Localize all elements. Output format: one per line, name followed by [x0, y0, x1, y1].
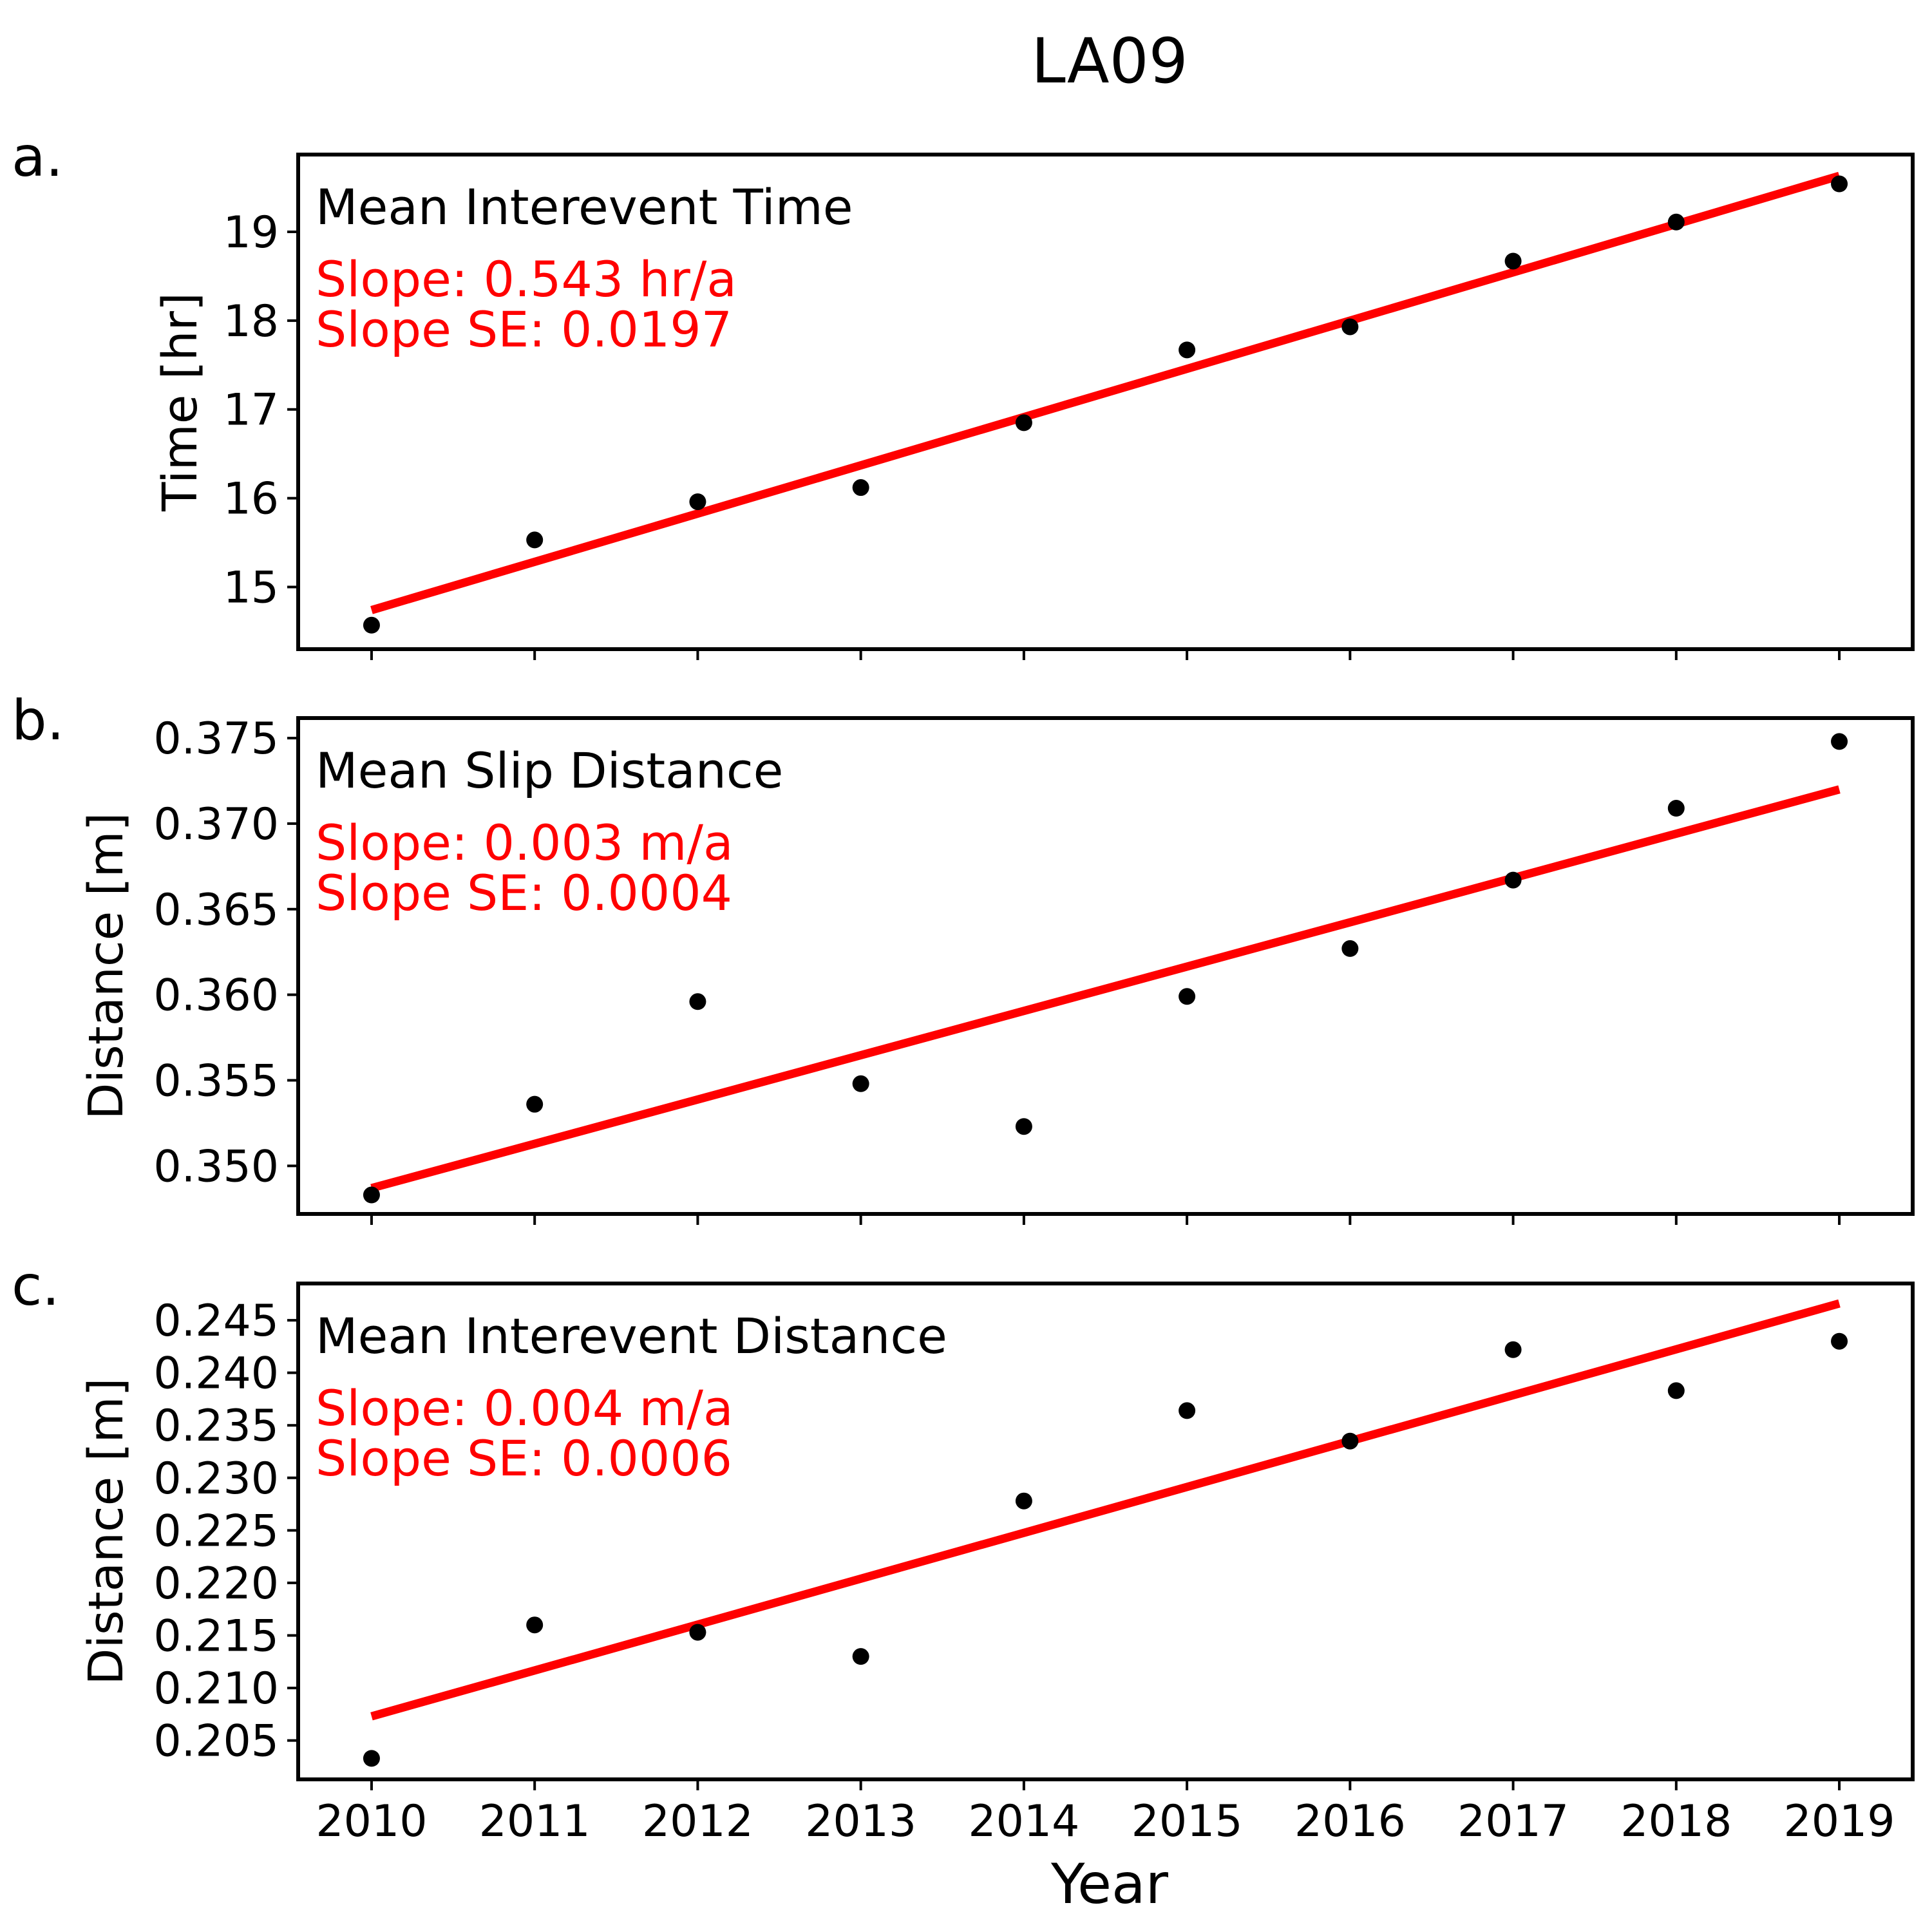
x-tick-label: 2018: [1620, 1796, 1732, 1847]
data-point: [1831, 175, 1848, 193]
x-tick-label: 2015: [1132, 1796, 1243, 1847]
y-tick-label: 15: [223, 562, 279, 613]
data-point: [1504, 871, 1522, 889]
x-tick-label: 2019: [1784, 1796, 1895, 1847]
y-tick-label: 0.245: [153, 1296, 279, 1347]
data-point: [1015, 1118, 1032, 1135]
x-axis-label: Year: [1050, 1852, 1169, 1917]
data-point: [852, 1648, 869, 1665]
slope-se-label: Slope SE: 0.0006: [316, 1430, 732, 1487]
y-axis-label: Distance [m]: [79, 1378, 134, 1685]
panel-title: Mean Slip Distance: [316, 742, 783, 799]
y-tick-label: 0.375: [153, 714, 279, 764]
y-tick-label: 0.365: [153, 885, 279, 936]
data-point: [1831, 1332, 1848, 1350]
data-point: [1831, 733, 1848, 750]
y-axis-label: Distance [m]: [79, 813, 134, 1120]
data-point: [852, 479, 869, 497]
axes-frame: [296, 716, 1915, 1216]
y-tick-label: 16: [223, 474, 279, 525]
y-tick-label: 17: [223, 385, 279, 436]
y-tick-label: 0.350: [153, 1141, 279, 1192]
panel-title: Mean Interevent Distance: [316, 1307, 947, 1365]
data-point: [1667, 1382, 1685, 1399]
data-point: [1504, 1341, 1522, 1358]
data-point: [1341, 1432, 1359, 1450]
slope-label: Slope: 0.003 m/a: [316, 814, 734, 871]
y-tick-label: 19: [223, 207, 279, 258]
x-tick-label: 2016: [1294, 1796, 1406, 1847]
panel-2: b. 0.350 0.355 0.360 0.365 0.370 0.375 Distance…: [12, 688, 1915, 1225]
y-tick-label: 0.240: [153, 1349, 279, 1399]
data-point: [1504, 252, 1522, 270]
data-point: [363, 1186, 380, 1204]
data-point: [1179, 988, 1196, 1005]
y-tick-label: 0.210: [153, 1663, 279, 1714]
data-point: [1015, 1492, 1032, 1510]
x-tick-label: 2011: [479, 1796, 591, 1847]
data-point: [526, 531, 544, 549]
y-tick-label: 0.215: [153, 1611, 279, 1662]
slope-label: Slope: 0.004 m/a: [316, 1379, 734, 1437]
fit-line: [370, 1299, 1841, 1721]
panel-label: c.: [12, 1254, 60, 1318]
panel-label: a.: [12, 125, 63, 189]
y-tick-label: 0.220: [153, 1558, 279, 1609]
fit-line: [370, 785, 1841, 1193]
axes-frame: [296, 153, 1915, 651]
y-axis-label: Time [hr]: [153, 292, 208, 512]
data-point: [363, 616, 380, 634]
y-tick-label: 18: [223, 296, 279, 347]
axes-frame: [296, 1282, 1915, 1781]
data-point: [1341, 940, 1359, 957]
data-point: [689, 993, 706, 1010]
x-tick-label: 2013: [805, 1796, 916, 1847]
y-tick-label: 0.355: [153, 1056, 279, 1106]
data-point: [526, 1095, 544, 1113]
panel-label: b.: [12, 688, 64, 753]
fit-line: [370, 171, 1841, 614]
data-point: [852, 1075, 869, 1092]
y-tick-label: 0.205: [153, 1716, 279, 1767]
data-point: [689, 1624, 706, 1641]
x-tick-label: 2017: [1457, 1796, 1569, 1847]
y-tick-label: 0.235: [153, 1401, 279, 1452]
y-tick-label: 0.230: [153, 1454, 279, 1504]
slope-se-label: Slope SE: 0.0197: [316, 301, 732, 358]
data-point: [1015, 414, 1032, 431]
y-tick-label: 0.370: [153, 799, 279, 850]
panel-3: c.0.2050.2100.2150.2200.2250.2300.2350.2…: [12, 1254, 1915, 1847]
panel-1: a. 15 16 17 18 19 Time [hr] Mean Interevent Tim…: [12, 125, 1915, 660]
x-tick-label: 2012: [642, 1796, 753, 1847]
data-point: [1341, 318, 1359, 336]
data-point: [1179, 341, 1196, 359]
figure-title: LA09: [1031, 25, 1188, 97]
x-tick-label: 2014: [968, 1796, 1079, 1847]
panels: a. 15 16 17 18 19 Time [hr] Mean Interevent Tim…: [12, 125, 1915, 1847]
data-point: [1667, 213, 1685, 231]
data-point: [1667, 800, 1685, 817]
data-point: [1179, 1402, 1196, 1419]
data-point: [689, 493, 706, 511]
y-tick-label: 0.360: [153, 971, 279, 1021]
y-tick-label: 0.225: [153, 1506, 279, 1557]
x-tick-label: 2010: [316, 1796, 427, 1847]
data-point: [363, 1750, 380, 1767]
slope-se-label: Slope SE: 0.0004: [316, 864, 732, 922]
slope-label: Slope: 0.543 hr/a: [316, 251, 737, 308]
data-point: [526, 1616, 544, 1634]
panel-title: Mean Interevent Time: [316, 178, 853, 236]
